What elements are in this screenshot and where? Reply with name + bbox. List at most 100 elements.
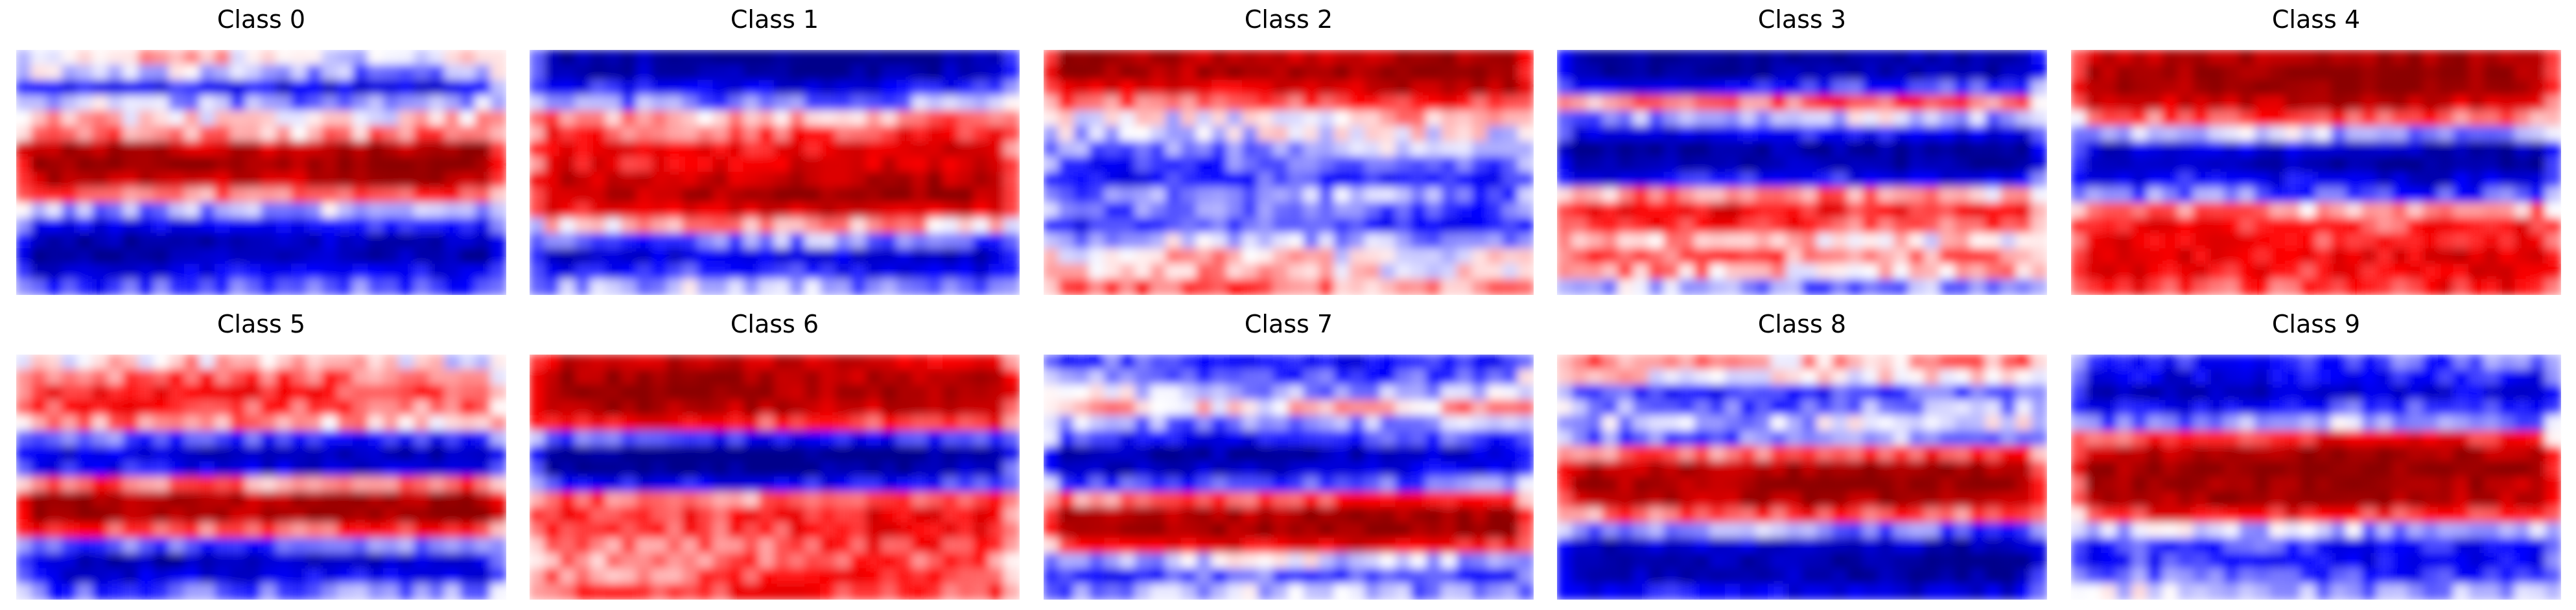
heatmap-cell [2284, 279, 2302, 295]
heatmap-cell [2208, 217, 2225, 235]
heatmap-cell [881, 522, 898, 539]
heatmap-cell [1134, 553, 1152, 570]
heatmap-cell [2284, 263, 2302, 281]
heatmap-cell [651, 126, 668, 143]
heatmap-cell [183, 369, 201, 386]
heatmap-cell [896, 507, 913, 524]
heatmap-cell [1985, 187, 2002, 204]
heatmap-cell [957, 522, 975, 539]
heatmap-cell [107, 369, 124, 386]
heatmap-cell [1058, 263, 1075, 281]
heatmap-cell [2346, 141, 2363, 158]
heatmap-cell [1517, 507, 1534, 524]
heatmap-cell [1587, 50, 1604, 66]
heatmap-cell [291, 187, 308, 204]
heatmap-cell [1119, 355, 1136, 371]
heatmap-cell [559, 430, 576, 447]
heatmap-cell [1694, 445, 1711, 463]
heatmap-cell [1924, 156, 1941, 174]
heatmap-cell [46, 95, 63, 112]
heatmap-cell [2193, 369, 2210, 386]
heatmap-cell [2315, 279, 2332, 295]
heatmap-cell [352, 95, 369, 112]
heatmap-cell [275, 522, 293, 539]
heatmap-cell [2147, 279, 2164, 295]
heatmap-cell [30, 202, 48, 219]
heatmap-cell [1939, 248, 1956, 265]
heatmap-cell [544, 430, 561, 447]
heatmap-cell [1786, 217, 1803, 235]
heatmap-cell [123, 50, 140, 66]
heatmap-cell [46, 355, 63, 371]
heatmap-cell [1801, 187, 1818, 204]
heatmap-cell [215, 279, 231, 295]
heatmap-cell [2361, 126, 2378, 143]
heatmap-cell [414, 537, 430, 555]
heatmap-cell [460, 461, 476, 478]
heatmap-cell [1502, 172, 1519, 189]
heatmap-cell [574, 384, 592, 401]
heatmap-cell [2284, 156, 2302, 174]
heatmap-cell [1180, 172, 1198, 189]
heatmap-cell [1333, 202, 1351, 219]
heatmap-cell [2015, 461, 2033, 478]
heatmap-cell [682, 369, 699, 386]
heatmap-cell [1694, 172, 1711, 189]
heatmap-cell [1456, 415, 1473, 432]
heatmap-cell [30, 568, 48, 585]
heatmap-cell [850, 187, 867, 204]
heatmap-cell [1502, 126, 1519, 143]
heatmap-cell [850, 415, 867, 432]
heatmap-cell [1058, 172, 1075, 189]
heatmap-cell [1119, 95, 1136, 112]
heatmap-cell [1242, 476, 1259, 493]
heatmap-cell [942, 126, 959, 143]
heatmap-cell [1571, 491, 1589, 509]
heatmap-cell [574, 263, 592, 281]
heatmap-cell [1333, 445, 1351, 463]
heatmap-cell [1502, 399, 1519, 417]
heatmap-cell [651, 80, 668, 97]
heatmap-cell [1242, 430, 1259, 447]
heatmap-cell [215, 399, 231, 417]
heatmap-cell [2238, 187, 2256, 204]
heatmap-cell [789, 583, 806, 600]
heatmap-cell [1104, 491, 1121, 509]
heatmap-cell [2223, 50, 2240, 66]
heatmap-cell [460, 64, 476, 82]
heatmap-cell [865, 384, 883, 401]
heatmap-cell [712, 399, 730, 417]
heatmap-cell [544, 415, 561, 432]
heatmap-cell [2162, 507, 2179, 524]
heatmap-cell [1755, 202, 1772, 219]
heatmap-cell [383, 537, 400, 555]
heatmap-cell [559, 217, 576, 235]
heatmap-cell [1058, 476, 1075, 493]
heatmap-cell [275, 187, 293, 204]
heatmap-cell [1740, 537, 1757, 555]
heatmap-cell [1770, 172, 1788, 189]
heatmap-cell [1663, 384, 1681, 401]
heatmap-cell [1058, 279, 1075, 295]
heatmap-cell [682, 141, 699, 158]
heatmap-cell [804, 430, 821, 447]
heatmap-cell [1395, 537, 1412, 555]
heatmap-cell [46, 384, 63, 401]
heatmap-cell [46, 110, 63, 128]
heatmap-cell [544, 537, 561, 555]
heatmap-cell [261, 248, 277, 265]
heatmap-cell [107, 507, 124, 524]
heatmap-cell [605, 537, 622, 555]
heatmap-cell [2284, 126, 2302, 143]
heatmap-cell [61, 355, 78, 371]
heatmap-cell [574, 583, 592, 600]
heatmap-cell [46, 64, 63, 82]
heatmap-cell [352, 522, 369, 539]
heatmap-cell [229, 263, 247, 281]
heatmap-cell [1211, 369, 1228, 386]
heatmap-cell [123, 445, 140, 463]
heatmap-cell [743, 583, 760, 600]
heatmap-cell [92, 399, 109, 417]
heatmap-cell [1985, 522, 2002, 539]
heatmap-cell [2330, 369, 2348, 386]
